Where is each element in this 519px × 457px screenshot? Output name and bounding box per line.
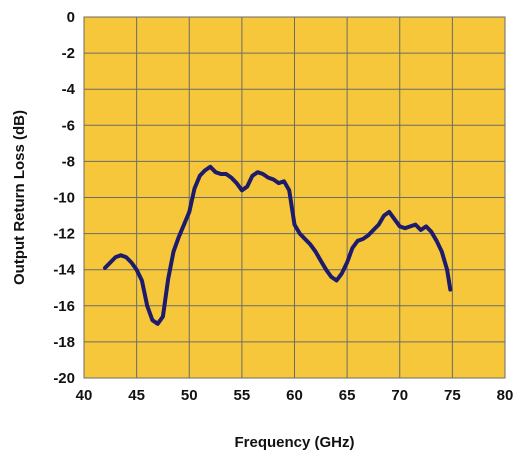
y-tick-label: -8 bbox=[62, 153, 75, 170]
x-tick-label: 80 bbox=[497, 387, 514, 404]
x-tick-label: 55 bbox=[234, 387, 251, 404]
x-tick-label: 65 bbox=[339, 387, 356, 404]
y-tick-label: -18 bbox=[53, 334, 75, 351]
x-tick-label: 70 bbox=[391, 387, 408, 404]
y-tick-label: -6 bbox=[62, 117, 75, 134]
series-line-0 bbox=[103, 164, 453, 326]
y-axis-title: Output Return Loss (dB) bbox=[11, 110, 28, 285]
y-tick-label: -12 bbox=[53, 226, 75, 243]
y-axis-ticks: 0 -2 -4 -6 -8 -10 -12 -14 -16 -18 -20 bbox=[53, 9, 75, 387]
y-tick-label: -20 bbox=[53, 370, 75, 387]
y-tick-label: 0 bbox=[67, 9, 75, 26]
x-tick-label: 40 bbox=[76, 387, 93, 404]
y-tick-label: -2 bbox=[62, 45, 75, 62]
y-tick-label: -16 bbox=[53, 298, 75, 315]
y-tick-label: -10 bbox=[53, 190, 75, 207]
series-layer bbox=[103, 164, 453, 326]
x-tick-label: 45 bbox=[128, 387, 145, 404]
x-tick-label: 75 bbox=[444, 387, 461, 404]
x-tick-label: 50 bbox=[181, 387, 198, 404]
x-axis-title: Frequency (GHz) bbox=[234, 434, 354, 451]
x-axis-ticks: 40 45 50 55 60 65 70 75 80 bbox=[76, 387, 514, 404]
y-tick-label: -4 bbox=[62, 81, 76, 98]
grid-lines bbox=[83, 16, 506, 379]
x-tick-label: 60 bbox=[286, 387, 303, 404]
y-tick-label: -14 bbox=[53, 262, 75, 279]
